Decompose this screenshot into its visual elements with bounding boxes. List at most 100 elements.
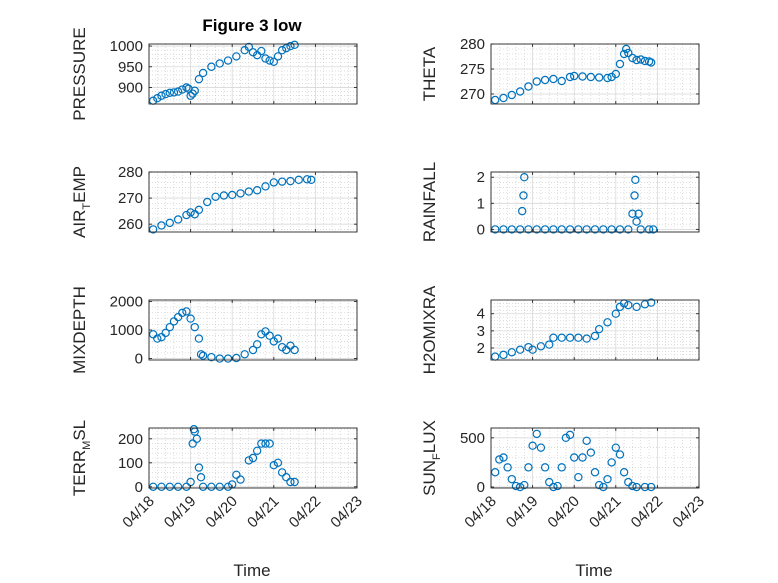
data-point (282, 473, 291, 482)
data-point (269, 461, 278, 470)
y-tick-label: 280 (118, 164, 143, 181)
x-tick-label: 04/19 (503, 493, 542, 532)
y-axis-label: MIXDEPTH (70, 286, 89, 374)
data-point (622, 44, 631, 54)
y-tick-label: 260 (118, 216, 143, 233)
data-point (182, 210, 191, 220)
data-point (520, 173, 529, 182)
axes-box (490, 171, 700, 233)
data-point (611, 69, 621, 79)
data-point (173, 87, 183, 96)
data-point (294, 175, 303, 185)
data-point (507, 225, 516, 234)
data-point (273, 334, 283, 343)
x-tick-label: 04/22 (286, 493, 325, 532)
data-point (269, 337, 278, 346)
data-point (603, 73, 612, 83)
data-point (194, 74, 204, 84)
data-point (207, 482, 216, 491)
data-point (499, 350, 508, 360)
data-point (227, 190, 237, 200)
data-point (178, 308, 187, 318)
data-point (634, 209, 643, 218)
data-point (607, 225, 616, 234)
data-point (207, 62, 216, 71)
data-point (490, 468, 500, 477)
panel-4: 0 1000 2000 MIXDEPTH (70, 286, 358, 374)
data-point (499, 225, 508, 234)
data-point (196, 473, 206, 482)
data-point (277, 46, 287, 55)
data-point (632, 302, 641, 312)
plot-area (149, 44, 357, 104)
data-point (307, 175, 316, 185)
data-point (215, 354, 224, 363)
data-point (282, 43, 291, 53)
data-point (615, 225, 625, 234)
data-point (148, 225, 158, 234)
panel-5: 234 H2OMIXRA (420, 285, 700, 374)
data-point (532, 429, 541, 439)
x-tick-label: 04/22 (628, 493, 667, 532)
data-point (194, 334, 204, 343)
axes-box (490, 299, 700, 361)
data-point (646, 298, 656, 307)
data-point (165, 482, 174, 491)
data-point (518, 206, 527, 216)
y-tick-label: 0 (135, 479, 143, 496)
y-tick-label: 200 (118, 431, 143, 448)
data-point (273, 52, 283, 61)
x-tick-label: 04/18 (119, 493, 158, 532)
data-point (528, 441, 537, 450)
y-tick-label: 950 (118, 59, 143, 76)
data-point (570, 71, 579, 81)
data-point (148, 330, 158, 339)
data-point (223, 482, 233, 491)
data-point (557, 463, 566, 472)
y-axis-label: H2OMIXRA (420, 285, 439, 374)
data-point (632, 482, 641, 492)
data-point (215, 59, 224, 68)
data-point (515, 482, 525, 492)
data-point (574, 472, 583, 482)
data-point (248, 345, 258, 355)
data-point (286, 176, 295, 186)
data-point (157, 221, 166, 230)
data-point (582, 225, 591, 234)
x-tick-label: 04/23 (327, 493, 366, 532)
data-point (507, 90, 516, 100)
data-point (511, 481, 521, 491)
data-point (257, 46, 266, 56)
data-point (586, 72, 596, 82)
y-tick-label: 500 (460, 430, 485, 447)
data-point (590, 468, 600, 477)
data-point (499, 93, 508, 103)
data-point (640, 482, 650, 492)
data-point (565, 430, 575, 440)
data-point (244, 187, 254, 196)
axes-box (148, 43, 358, 105)
data-point (503, 463, 512, 472)
data-point (252, 186, 262, 195)
data-point (582, 436, 591, 445)
data-point (178, 85, 187, 94)
y-tick-label: 2000 (110, 293, 143, 310)
data-point (261, 54, 270, 63)
data-point (549, 74, 558, 84)
y-tick-label: 0 (135, 351, 143, 368)
y-tick-label: 3 (477, 323, 485, 340)
y-axis-label: RAINFALL (420, 162, 439, 242)
data-point (261, 439, 270, 448)
y-tick-label: 2 (477, 340, 485, 357)
data-point (495, 455, 504, 464)
data-point (194, 205, 204, 215)
data-point (611, 443, 621, 452)
data-point (631, 175, 640, 185)
y-tick-label: 4 (477, 306, 485, 323)
y-axis-label: THETA (420, 46, 439, 101)
data-point (252, 340, 262, 349)
data-point (153, 334, 162, 343)
data-point (265, 439, 274, 448)
data-point (507, 348, 516, 357)
data-point (161, 89, 170, 99)
